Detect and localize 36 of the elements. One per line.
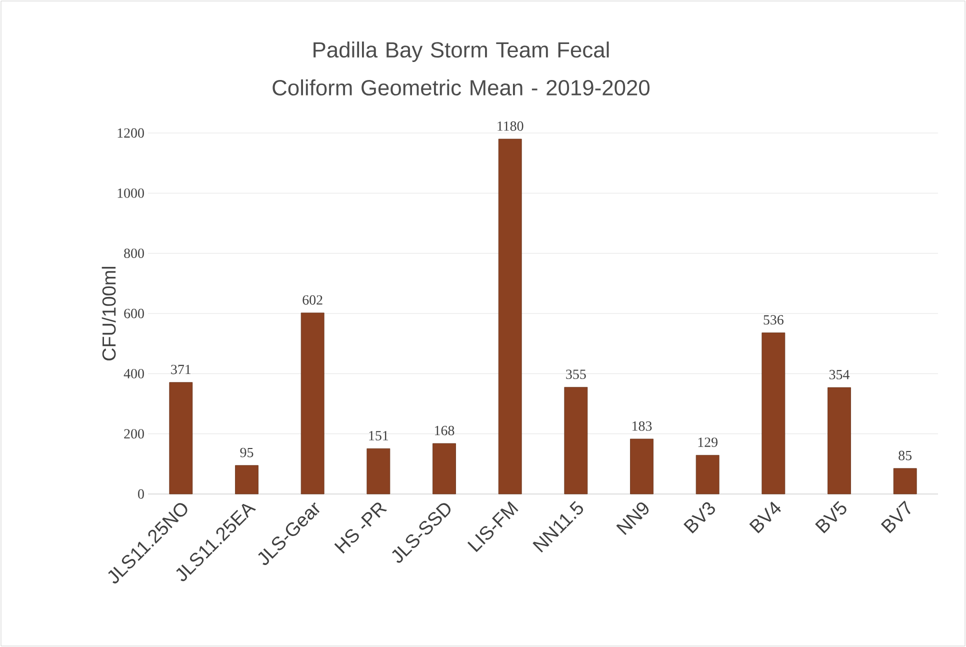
bar — [432, 443, 456, 494]
bar — [762, 332, 786, 494]
data-label: 602 — [302, 295, 322, 305]
data-label: 371 — [171, 364, 191, 374]
bar — [696, 454, 720, 494]
y-tick-label: 600 — [124, 308, 144, 318]
data-label: 355 — [566, 370, 586, 380]
data-label: 1180 — [498, 121, 524, 131]
bar — [169, 382, 193, 494]
bar — [564, 387, 588, 494]
y-tick-label: 200 — [124, 429, 144, 439]
data-label: 129 — [698, 438, 718, 447]
y-tick-label: 1000 — [118, 188, 144, 198]
data-label: 168 — [435, 426, 454, 436]
chart-title: Padilla Bay Storm Team Fecal Coliform Geometric Mean - 2019-2020 — [272, 42, 650, 96]
x-tick-label: BV4 — [749, 502, 781, 534]
bar — [893, 468, 917, 494]
bar — [235, 465, 258, 494]
x-tick-label: BV3 — [684, 502, 715, 534]
data-label: 183 — [632, 421, 652, 431]
y-axis-title: CFU/100ml — [102, 266, 116, 360]
data-label: 536 — [764, 315, 784, 325]
y-tick-label: 800 — [124, 248, 144, 258]
data-label: 151 — [369, 431, 388, 440]
bar — [630, 438, 654, 494]
bar — [828, 387, 851, 494]
x-tick-label: HS -PR — [334, 502, 388, 554]
y-tick-label: 0 — [138, 489, 144, 499]
y-tick-label: 400 — [124, 368, 144, 378]
bar — [498, 138, 522, 494]
data-label: 95 — [240, 448, 254, 458]
y-tick-label: 1200 — [118, 128, 144, 138]
bar — [300, 312, 324, 494]
bar — [366, 448, 390, 494]
data-label: 354 — [829, 370, 850, 380]
data-label: 85 — [898, 450, 912, 460]
